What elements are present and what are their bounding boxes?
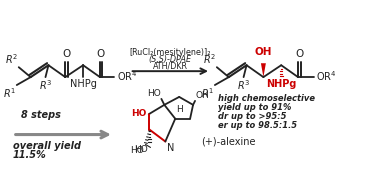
- Text: $R^1$: $R^1$: [201, 86, 214, 100]
- Text: high chemoselective: high chemoselective: [218, 94, 315, 103]
- Text: OR$^4$: OR$^4$: [117, 69, 137, 83]
- Text: OH: OH: [195, 91, 209, 100]
- Text: HO: HO: [130, 146, 144, 155]
- Text: $R^3$: $R^3$: [39, 78, 52, 92]
- Text: HO: HO: [147, 89, 160, 98]
- Text: OH: OH: [255, 47, 272, 57]
- Text: HO: HO: [131, 109, 147, 118]
- Text: er up to 98.5:1.5: er up to 98.5:1.5: [218, 121, 297, 130]
- Text: yield up to 91%: yield up to 91%: [218, 103, 291, 112]
- Text: NHPg: NHPg: [70, 79, 96, 89]
- Text: dr up to >95:5: dr up to >95:5: [218, 112, 286, 121]
- Text: H: H: [176, 105, 183, 114]
- Text: (S,S)-DPAE: (S,S)-DPAE: [149, 55, 192, 64]
- Text: $R^2$: $R^2$: [203, 52, 216, 66]
- Text: $R^1$: $R^1$: [3, 86, 16, 100]
- Polygon shape: [261, 63, 266, 77]
- Text: (+)-alexine: (+)-alexine: [201, 136, 256, 147]
- Text: overall yield: overall yield: [13, 141, 81, 152]
- Text: ATH/DKR: ATH/DKR: [153, 62, 188, 71]
- Text: 8 steps: 8 steps: [21, 110, 60, 120]
- Text: NHPg: NHPg: [266, 79, 296, 89]
- Text: N: N: [167, 144, 175, 153]
- Text: O: O: [62, 49, 70, 59]
- Text: $R^3$: $R^3$: [237, 78, 250, 92]
- Text: O: O: [295, 49, 303, 59]
- Text: O: O: [97, 49, 105, 59]
- Text: HO: HO: [134, 145, 147, 155]
- Text: [RuCl₂(mesitylene)]₂: [RuCl₂(mesitylene)]₂: [130, 48, 211, 57]
- Text: 11.5%: 11.5%: [13, 150, 46, 160]
- Text: $R^2$: $R^2$: [5, 52, 18, 66]
- Text: OR$^4$: OR$^4$: [316, 69, 336, 83]
